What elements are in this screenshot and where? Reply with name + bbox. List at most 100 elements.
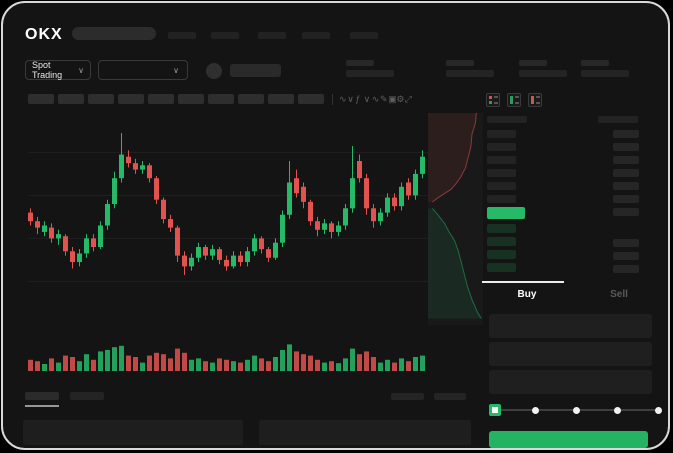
volume-bar [280, 350, 285, 371]
candle-body [252, 238, 257, 252]
fullscreen-icon[interactable]: ⤢ [404, 94, 412, 104]
timeframe-button-placeholder[interactable] [208, 94, 234, 104]
orderbook-bid-row-placeholder[interactable] [487, 263, 516, 272]
slider-stop-dot[interactable] [572, 406, 580, 414]
tab-buy[interactable]: Buy [517, 289, 537, 300]
orderbook-row-placeholder[interactable] [487, 156, 516, 164]
compare-icon[interactable]: ∿ [371, 94, 380, 104]
amount-slider-handle[interactable] [489, 404, 501, 416]
timeframe-button-placeholder[interactable] [268, 94, 294, 104]
depth-bid-line [432, 208, 482, 319]
orderbook-bid-row-placeholder[interactable] [487, 250, 516, 259]
nav-item-placeholder[interactable] [350, 32, 378, 39]
bottom-action-placeholder[interactable] [434, 393, 466, 400]
nav-item-placeholder[interactable] [211, 32, 239, 39]
bottom-action-placeholder[interactable] [391, 393, 424, 400]
chart-type-icon[interactable]: ∿ [339, 94, 347, 104]
candle-body [378, 212, 383, 222]
orderbook-bid-row-placeholder[interactable] [487, 237, 516, 246]
indicator-icon[interactable]: ƒ [355, 94, 361, 104]
timeframe-button-placeholder[interactable] [148, 94, 174, 104]
volume-bar [350, 348, 355, 371]
stat-label-placeholder [519, 60, 547, 66]
bottom-tab-active-placeholder[interactable] [25, 392, 59, 400]
timeframe-button-placeholder[interactable] [88, 94, 114, 104]
toolbar-divider [332, 94, 333, 105]
volume-bar [182, 352, 187, 371]
candle-body [161, 199, 166, 220]
bottom-tab-placeholder[interactable] [70, 392, 104, 400]
okx-logo[interactable]: OKX [25, 26, 63, 43]
candle-body [294, 178, 299, 194]
candle-body [119, 154, 124, 179]
orderbook-row-placeholder[interactable] [487, 130, 516, 138]
candle-body [322, 223, 327, 230]
timeframe-button-placeholder[interactable] [298, 94, 324, 104]
chevron-down-icon[interactable]: ∨ [347, 94, 354, 104]
timeframe-button-placeholder[interactable] [58, 94, 84, 104]
volume-bar [294, 351, 299, 371]
candle-body [364, 178, 369, 209]
orderbook-row-placeholder[interactable] [487, 143, 516, 151]
orderbook-col-header-placeholder [598, 116, 638, 123]
orderbook-view-asks-icon[interactable] [528, 93, 542, 107]
candle-body [350, 178, 355, 209]
candle-body [385, 197, 390, 213]
tab-sell[interactable]: Sell [610, 289, 628, 300]
candle-body [259, 238, 264, 250]
orderbook-bid-row-placeholder[interactable] [487, 224, 516, 233]
volume-bar [119, 345, 124, 371]
orderbook-last-price-highlight[interactable] [487, 207, 525, 219]
timeframe-button-placeholder[interactable] [118, 94, 144, 104]
candle-body [371, 208, 376, 222]
candle-body [105, 204, 110, 226]
draw-icon[interactable]: ✎ [380, 94, 388, 104]
volume-bar [420, 355, 425, 371]
candle-body [140, 165, 145, 170]
volume-bar [161, 354, 166, 371]
candle-body [112, 178, 117, 204]
timeframe-button-placeholder[interactable] [238, 94, 264, 104]
orderbook-view-bids-icon[interactable] [507, 93, 521, 107]
nav-item-placeholder[interactable] [168, 32, 196, 39]
timeframe-button-placeholder[interactable] [28, 94, 54, 104]
volume-bar [133, 357, 138, 371]
timeframe-button-placeholder[interactable] [178, 94, 204, 104]
orderbook-row-placeholder[interactable] [487, 169, 516, 177]
volume-bar [91, 359, 96, 371]
pair-selector[interactable]: ∨ [98, 60, 188, 80]
candlestick-chart[interactable] [28, 113, 428, 375]
buy-submit-button[interactable] [489, 431, 648, 448]
volume-bar [77, 361, 82, 371]
volume-bar [392, 362, 397, 371]
total-field[interactable] [489, 370, 652, 394]
snapshot-icon[interactable]: ▣ [388, 94, 397, 104]
volume-bar [210, 362, 215, 371]
slider-stop-dot[interactable] [654, 406, 662, 414]
volume-bar [406, 361, 411, 371]
nav-item-placeholder[interactable] [258, 32, 286, 39]
volume-bar [126, 355, 131, 371]
orderbook-view-combined-icon[interactable] [486, 93, 500, 107]
coin-avatar [206, 63, 222, 79]
settings-icon[interactable]: ⚙ [396, 94, 405, 104]
candle-body [245, 251, 250, 263]
search-input[interactable] [72, 27, 156, 40]
slider-stop-dot[interactable] [613, 406, 621, 414]
orderbook-amount-placeholder [613, 252, 639, 260]
slider-stop-dot[interactable] [531, 406, 539, 414]
orderbook-row-placeholder[interactable] [487, 195, 516, 203]
volume-bar [336, 363, 341, 371]
candle-body [147, 165, 152, 179]
depth-bid-area [428, 208, 482, 319]
candle-body [168, 219, 173, 228]
amount-field[interactable] [489, 342, 652, 366]
chevron-down-icon[interactable]: ∨ [363, 94, 371, 104]
price-field[interactable] [489, 314, 652, 338]
orderbook-row-placeholder[interactable] [487, 182, 516, 190]
nav-item-placeholder[interactable] [302, 32, 330, 39]
volume-bar [322, 362, 327, 371]
trading-mode-selector[interactable]: Spot Trading ∨ [25, 60, 91, 80]
orderbook-amount-placeholder [613, 195, 639, 203]
volume-bar [84, 354, 89, 371]
